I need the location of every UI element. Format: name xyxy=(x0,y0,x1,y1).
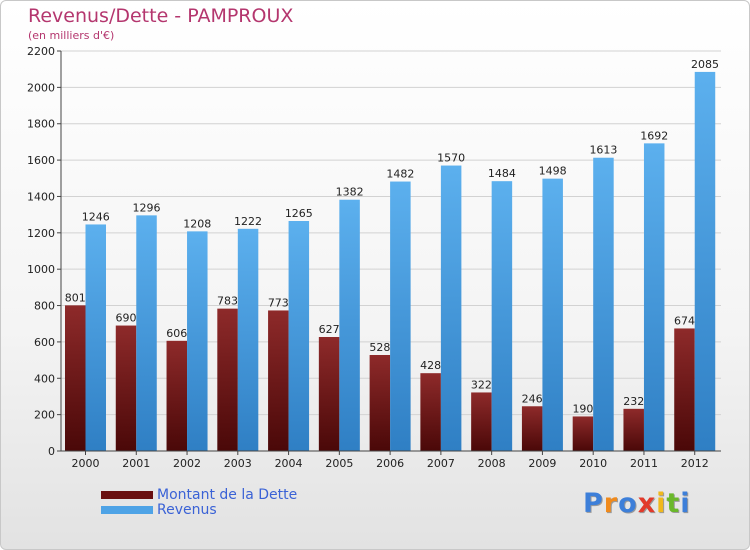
value-label-revenus: 1692 xyxy=(640,129,668,142)
bar-dette xyxy=(623,408,644,451)
legend-item-dette: Montant de la Dette xyxy=(101,486,298,503)
bar-revenus xyxy=(491,181,513,451)
value-label-revenus: 1222 xyxy=(234,215,262,228)
value-label-dette: 773 xyxy=(268,296,289,309)
value-label-dette: 606 xyxy=(166,327,187,340)
x-tick-label: 2002 xyxy=(173,457,201,470)
y-tick-label: 2000 xyxy=(27,81,55,94)
value-label-revenus: 1613 xyxy=(589,144,617,157)
y-tick-label: 800 xyxy=(34,300,55,313)
value-label-revenus: 1246 xyxy=(82,210,110,223)
bar-revenus xyxy=(542,178,563,452)
legend-swatch-revenus xyxy=(101,505,153,514)
y-tick-label: 400 xyxy=(34,372,55,385)
bar-chart: 0 200 400 600 800 1000 1200 1400 1600 1800 2000 220… xyxy=(27,45,721,470)
y-tick-label: 1200 xyxy=(27,227,55,240)
chart-subtitle: (en milliers d'€) xyxy=(28,29,115,42)
value-label-dette: 801 xyxy=(65,291,86,304)
bar-dette xyxy=(369,355,391,451)
bar-revenus xyxy=(593,157,614,451)
bar-dette xyxy=(674,328,695,451)
value-label-revenus: 1208 xyxy=(183,217,211,230)
x-tick-label: 2001 xyxy=(122,457,150,470)
value-label-dette: 528 xyxy=(369,341,390,354)
value-label-revenus: 1382 xyxy=(336,186,364,199)
bar-dette xyxy=(318,337,340,451)
y-tick-label: 1000 xyxy=(27,263,55,276)
x-tick-label: 2011 xyxy=(630,457,658,470)
chart-title: Revenus/Dette - PAMPROUX xyxy=(28,5,294,27)
bar-revenus xyxy=(187,231,208,451)
bar-revenus xyxy=(440,165,462,451)
x-tick-label: 2000 xyxy=(72,457,100,470)
bar-dette xyxy=(572,416,594,451)
value-label-dette: 232 xyxy=(623,395,644,408)
legend-label-revenus: Revenus xyxy=(157,501,217,518)
value-label-dette: 322 xyxy=(471,378,492,391)
bar-dette xyxy=(65,305,86,451)
value-label-revenus: 1484 xyxy=(488,167,516,180)
y-tick-label: 2200 xyxy=(27,45,55,58)
legend: Montant de la Dette Revenus xyxy=(101,486,298,518)
bar-dette xyxy=(268,310,289,451)
value-labels: 801 1246 690 1296 606 1208 783 1222 773 1265 627 13… xyxy=(65,58,719,416)
y-tick-label: 600 xyxy=(34,336,55,349)
x-tick-label: 2010 xyxy=(579,457,607,470)
bar-dette xyxy=(420,373,441,451)
legend-label-dette: Montant de la Dette xyxy=(157,486,298,503)
x-tick-label: 2007 xyxy=(427,457,455,470)
value-label-dette: 690 xyxy=(116,312,137,325)
y-tick-label: 200 xyxy=(34,409,55,422)
value-label-dette: 783 xyxy=(217,295,238,308)
x-axis: 2000 2001 2002 2003 2004 2005 2006 2007 2008 2009… xyxy=(61,450,721,470)
y-tick-label: 1600 xyxy=(27,154,55,167)
bar-revenus xyxy=(643,143,665,451)
bar-revenus xyxy=(136,215,157,451)
x-tick-label: 2003 xyxy=(224,457,252,470)
legend-item-revenus: Revenus xyxy=(101,501,297,518)
value-label-revenus: 1296 xyxy=(133,201,161,214)
value-label-revenus: 1498 xyxy=(539,165,567,178)
bar-revenus xyxy=(694,71,716,451)
bar-dette xyxy=(115,325,137,451)
value-label-dette: 674 xyxy=(674,314,695,327)
value-label-revenus: 1482 xyxy=(386,168,414,181)
bar-revenus xyxy=(237,228,259,451)
x-tick-label: 2008 xyxy=(478,457,506,470)
bar-revenus xyxy=(288,221,310,451)
value-label-revenus: 2085 xyxy=(691,58,719,71)
y-tick-label: 0 xyxy=(48,445,55,458)
value-label-revenus: 1265 xyxy=(285,207,313,220)
x-tick-label: 2004 xyxy=(275,457,303,470)
bar-dette xyxy=(166,340,188,451)
x-tick-label: 2005 xyxy=(325,457,353,470)
bars xyxy=(65,71,716,452)
y-tick-label: 1800 xyxy=(27,118,55,131)
bar-revenus xyxy=(85,224,106,451)
x-tick-label: 2009 xyxy=(528,457,556,470)
legend-swatch-dette xyxy=(101,490,153,499)
value-label-dette: 190 xyxy=(572,402,593,415)
value-label-dette: 627 xyxy=(319,323,340,336)
bar-dette xyxy=(521,406,543,451)
y-axis: 0 200 400 600 800 1000 1200 1400 1600 1800 2000 220… xyxy=(27,45,62,458)
bar-dette xyxy=(217,308,238,451)
bar-revenus xyxy=(339,199,360,451)
x-tick-label: 2012 xyxy=(681,457,709,470)
bar-dette xyxy=(471,392,492,451)
value-label-dette: 246 xyxy=(522,392,543,405)
y-tick-label: 1400 xyxy=(27,190,55,203)
value-label-dette: 428 xyxy=(420,359,441,372)
value-label-revenus: 1570 xyxy=(437,152,465,165)
bar-revenus xyxy=(390,181,411,451)
proxiti-logo: Proxiti xyxy=(583,488,691,519)
x-tick-label: 2006 xyxy=(376,457,404,470)
